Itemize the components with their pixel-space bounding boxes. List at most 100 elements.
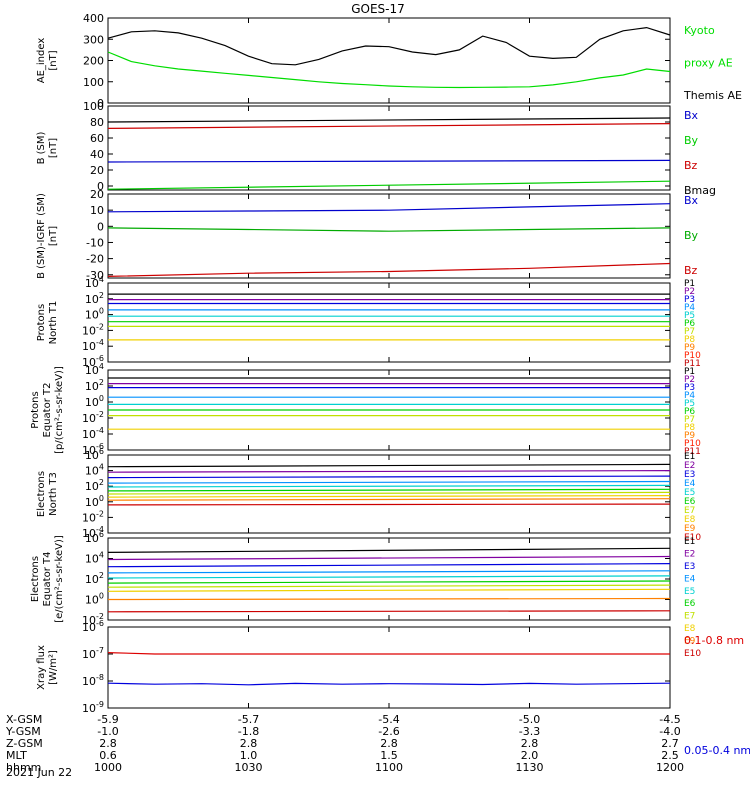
series-line-bz	[107, 123, 671, 129]
ephemeris-value: -5.9	[97, 713, 118, 726]
y-tick-label: 100	[85, 592, 104, 607]
legend-entry: P3	[684, 295, 695, 305]
ephemeris-row-label: Y-GSM	[5, 725, 41, 738]
series-line-e3	[107, 562, 671, 568]
y-tick-label: 104	[85, 275, 104, 290]
legend-entry: P5	[684, 399, 695, 409]
y-axis-label: [nT]	[48, 226, 59, 246]
legend-entry: 0.05-0.4 nm	[684, 744, 750, 757]
y-tick-label: 0	[97, 97, 104, 110]
y-tick-label: 20	[90, 164, 104, 177]
legend-entry: E8	[684, 624, 696, 634]
y-tick-label: 0	[97, 220, 104, 233]
y-tick-label: 102	[85, 571, 104, 586]
series-line-bx	[107, 203, 671, 213]
series-line-e3	[107, 475, 671, 479]
legend-entry: P2	[684, 375, 695, 385]
y-tick-label: 106	[85, 530, 104, 545]
ephemeris-value: 1200	[656, 761, 684, 774]
legend-entry: E7	[684, 612, 695, 622]
series-line-kyoto-proxy-ae	[107, 51, 671, 89]
y-tick-label: 10-4	[82, 338, 104, 353]
ephemeris-value: -2.6	[378, 725, 399, 738]
ephemeris-value: 1.0	[240, 749, 258, 762]
series-line-e7	[107, 491, 671, 495]
legend-entry: P8	[684, 423, 695, 433]
series-line-e4	[107, 480, 671, 484]
y-axis-label: North T1	[48, 301, 59, 345]
ephemeris-value: 1100	[375, 761, 403, 774]
ephemeris-value: 2.8	[521, 737, 539, 750]
y-tick-label: 102	[85, 478, 104, 493]
legend-entry: P11	[684, 359, 701, 369]
y-tick-label: 20	[90, 188, 104, 201]
y-tick-label: 10-6	[82, 619, 104, 634]
y-tick-label: 100	[85, 307, 104, 322]
y-axis-label: [nT]	[48, 50, 59, 70]
y-tick-label: 104	[85, 463, 104, 478]
legend-entry: P1	[684, 367, 695, 377]
series-line-e9	[107, 498, 671, 501]
series-line-0-05-0-4-nm	[107, 682, 671, 686]
series-line-e2	[107, 470, 671, 473]
legend-entry: proxy AE	[684, 57, 733, 70]
legend-entry: E6	[684, 497, 696, 507]
legend-entry: E2	[684, 461, 695, 471]
ephemeris-value: 1030	[235, 761, 263, 774]
y-tick-label: -10	[86, 236, 104, 249]
legend-entry: P9	[684, 343, 695, 353]
legend-entry: E9	[684, 524, 696, 534]
ephemeris-value: 1130	[516, 761, 544, 774]
plot-frame	[107, 193, 671, 279]
series-line-by	[107, 227, 671, 232]
y-tick-label: 104	[85, 362, 104, 377]
legend-entry: E1	[684, 537, 695, 547]
y-tick-label: 100	[85, 494, 104, 509]
legend-entry: Bmag	[684, 184, 716, 197]
legend-entry: E9	[684, 637, 696, 647]
y-tick-label: 10-4	[82, 426, 104, 441]
legend-entry: Bx	[684, 194, 699, 207]
series-line-e5	[107, 484, 671, 488]
y-tick-label: 106	[85, 447, 104, 462]
legend-entry: P10	[684, 351, 701, 361]
date-label: 2021 Jun 22	[6, 766, 72, 779]
ephemeris-row-label: MLT	[6, 749, 27, 762]
legend-entry: E10	[684, 533, 701, 543]
legend-entry: E5	[684, 587, 695, 597]
y-tick-label: 10-8	[82, 673, 104, 688]
y-tick-label: 10	[90, 204, 104, 217]
plot-frame	[107, 626, 671, 709]
y-tick-label: 102	[85, 378, 104, 393]
legend-entry: E8	[684, 515, 696, 525]
y-axis-label: [e/(cm²-s-sr-keV)]	[54, 535, 65, 623]
y-axis-label: Electrons	[30, 556, 41, 602]
ephemeris-row-label: X-GSM	[6, 713, 42, 726]
ephemeris-value: 2.8	[380, 737, 398, 750]
legend-entry: P6	[684, 319, 695, 329]
y-tick-label: 100	[83, 76, 104, 89]
y-tick-label: 300	[83, 33, 104, 46]
series-line-e2	[107, 555, 671, 561]
ephemeris-value: 1000	[94, 761, 122, 774]
y-axis-label: [p/(cm²-s-sr-keV)]	[54, 366, 65, 454]
legend-entry: 0.1-0.8 nm	[684, 634, 744, 647]
series-line-e9	[107, 597, 671, 601]
y-tick-label: 102	[85, 291, 104, 306]
ephemeris-value: -4.5	[659, 713, 680, 726]
chart-title: GOES-17	[351, 2, 405, 16]
y-tick-label: 400	[83, 12, 104, 25]
ephemeris-value: 2.7	[661, 737, 679, 750]
series-line-themis-ae	[107, 26, 671, 66]
y-tick-label: 0	[97, 180, 104, 193]
legend-entry: P2	[684, 287, 695, 297]
y-tick-label: 100	[85, 394, 104, 409]
y-tick-label: -30	[86, 269, 104, 282]
legend-entry: E7	[684, 506, 695, 516]
y-axis-label: [W/m²]	[48, 650, 59, 685]
